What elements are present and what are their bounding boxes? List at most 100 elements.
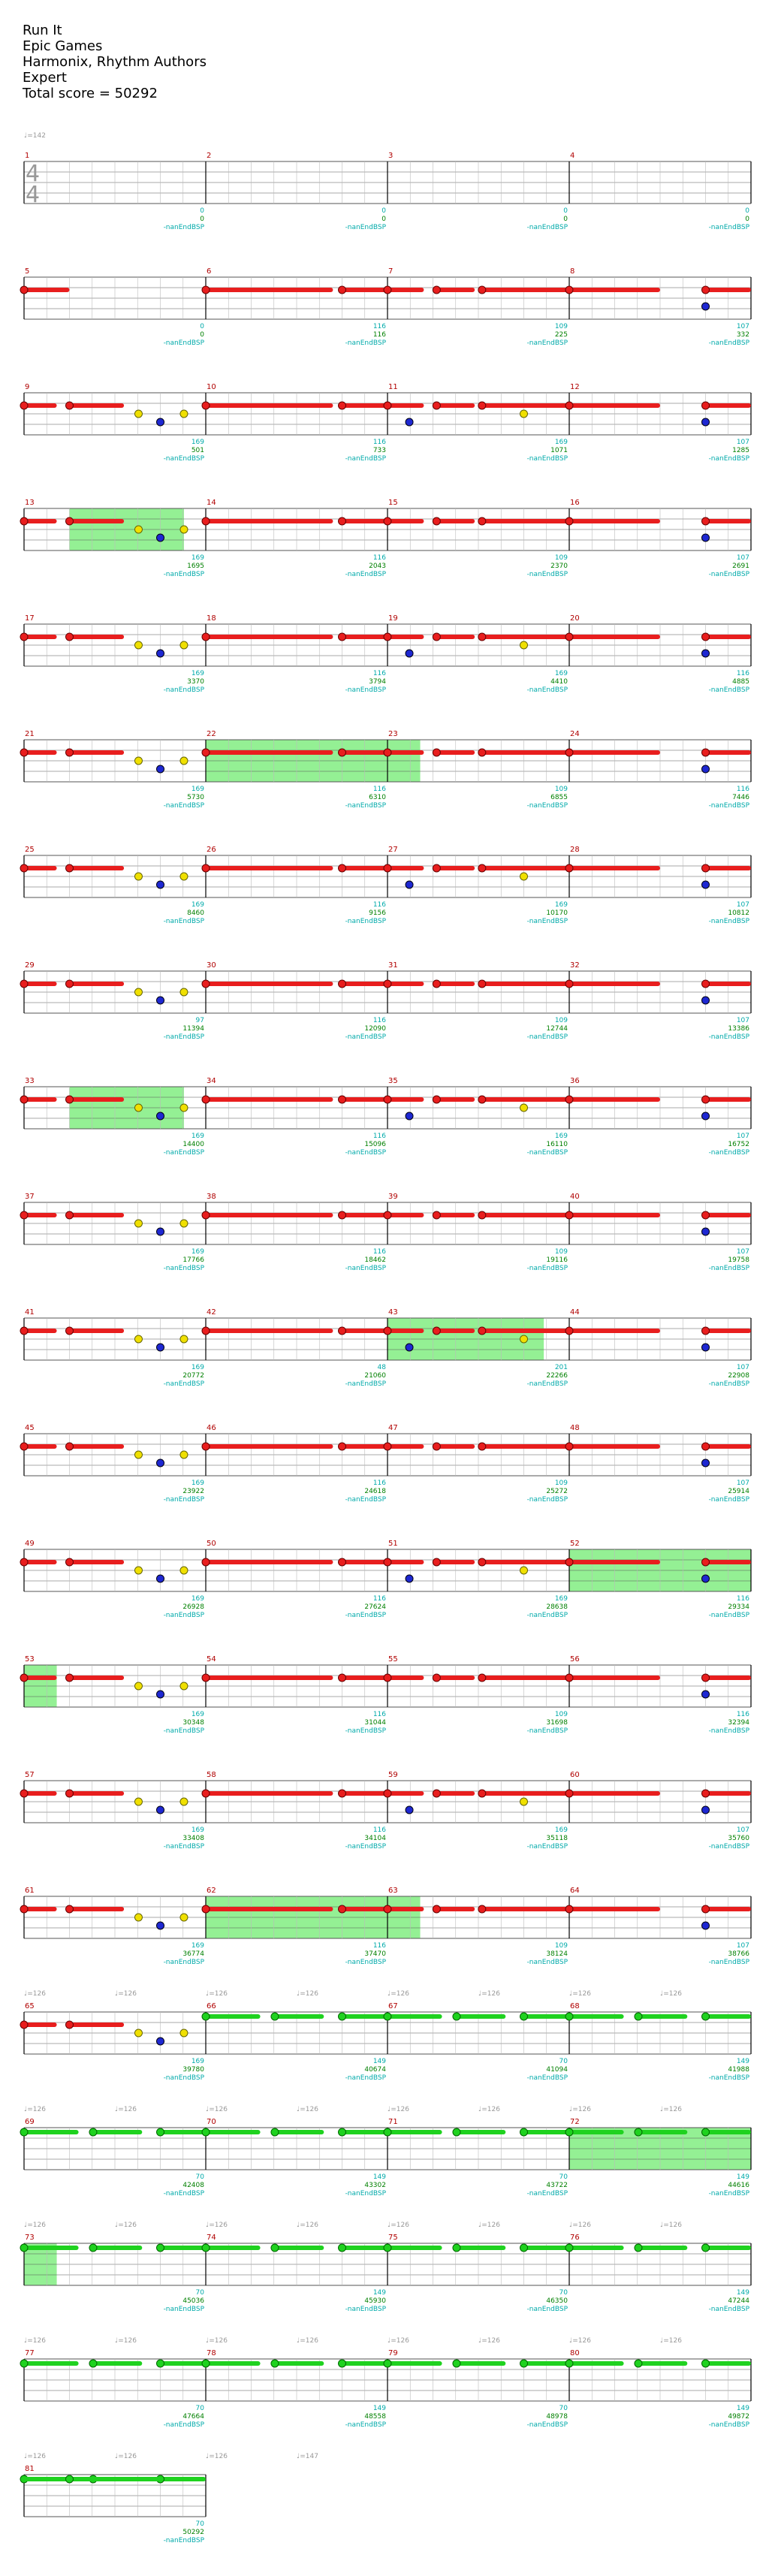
note-gem xyxy=(134,1797,143,1806)
cumulative-score: 41988 xyxy=(728,2066,749,2074)
note-gem xyxy=(179,2029,188,2038)
measure-number: 21 xyxy=(25,730,35,738)
cumulative-score: 37470 xyxy=(364,1950,386,1958)
note-gem xyxy=(634,2012,643,2021)
sustain-bar xyxy=(206,1444,333,1449)
note-gem xyxy=(338,1095,346,1104)
sustain-bar xyxy=(206,519,333,523)
measure-bonus: 169 xyxy=(555,439,568,446)
sustain-bar xyxy=(481,1907,569,1911)
note-gem xyxy=(478,1789,487,1798)
sustain-bar xyxy=(388,288,424,292)
note-gem xyxy=(20,517,29,526)
note-gem xyxy=(701,1343,710,1352)
tempo-marking: ♩=126 xyxy=(206,1990,228,1998)
note-gem xyxy=(179,409,188,418)
note-gem xyxy=(20,979,29,988)
cumulative-score: 42408 xyxy=(182,2182,204,2189)
sp-label: -nanEndBSP xyxy=(709,339,750,347)
sp-label: -nanEndBSP xyxy=(164,686,205,694)
note-gem xyxy=(156,1227,164,1236)
note-gem xyxy=(179,1335,188,1344)
note-gem xyxy=(201,2359,210,2368)
sustain-bar xyxy=(569,866,660,870)
cumulative-score: 12090 xyxy=(364,1025,386,1033)
measure-number: 26 xyxy=(207,846,216,854)
sustain-bar xyxy=(523,2014,569,2019)
sp-label: -nanEndBSP xyxy=(527,1496,568,1504)
song-charter: Harmonix, Rhythm Authors xyxy=(23,54,207,70)
note-gem xyxy=(156,1574,164,1583)
cumulative-score: 4410 xyxy=(550,678,568,686)
note-gem xyxy=(65,1326,74,1335)
sustain-bar xyxy=(206,1560,333,1564)
sp-label: -nanEndBSP xyxy=(709,1496,750,1504)
cumulative-score: 1695 xyxy=(187,563,204,570)
note-gem xyxy=(65,1211,74,1220)
cumulative-score: 26928 xyxy=(182,1603,204,1611)
cumulative-score: 47244 xyxy=(728,2297,749,2305)
measure-bonus: 169 xyxy=(191,1826,204,1834)
tempo-marking: ♩=126 xyxy=(388,2337,409,2345)
note-gem xyxy=(156,2359,164,2368)
sustain-bar xyxy=(638,2246,688,2250)
sustain-bar xyxy=(638,2014,688,2019)
note-gem xyxy=(701,302,710,311)
note-gem xyxy=(701,765,710,774)
note-gem xyxy=(65,748,74,757)
sp-label: -nanEndBSP xyxy=(527,224,568,231)
cumulative-score: 2691 xyxy=(732,563,749,570)
sp-label: -nanEndBSP xyxy=(527,1033,568,1041)
sustain-bar xyxy=(705,2246,751,2250)
note-gem xyxy=(565,1095,574,1104)
sustain-bar xyxy=(705,288,751,292)
measure-number: 12 xyxy=(570,383,580,391)
measure-bonus: 109 xyxy=(555,1017,568,1024)
sustain-bar xyxy=(388,982,424,986)
note-gem xyxy=(701,1673,710,1682)
sustain-bar xyxy=(569,1213,660,1217)
measure-number: 73 xyxy=(25,2234,35,2242)
measure-bonus: 0 xyxy=(563,207,568,215)
sustain-bar xyxy=(69,1329,125,1333)
note-gem xyxy=(432,517,441,526)
note-gem xyxy=(701,533,710,542)
note-gem xyxy=(432,1789,441,1798)
measure-number: 70 xyxy=(207,2118,216,2126)
measure-number: 72 xyxy=(570,2118,580,2126)
note-gem xyxy=(201,2243,210,2252)
note-gem xyxy=(179,1103,188,1112)
note-gem xyxy=(20,1905,29,1914)
measure-bonus: 169 xyxy=(555,901,568,909)
measure-number: 76 xyxy=(570,2234,580,2242)
sustain-bar xyxy=(24,635,57,639)
sp-label: -nanEndBSP xyxy=(345,1727,387,1735)
measure-number: 37 xyxy=(25,1193,35,1201)
cumulative-score: 5730 xyxy=(187,794,204,801)
note-gem xyxy=(20,2020,29,2029)
note-gem xyxy=(65,1673,74,1682)
measure-bonus: 169 xyxy=(191,901,204,909)
sustain-bar xyxy=(24,750,57,755)
note-gem xyxy=(565,2012,574,2021)
sustain-bar xyxy=(481,1213,569,1217)
sp-label: -nanEndBSP xyxy=(345,571,387,578)
sustain-bar xyxy=(342,1213,388,1217)
measure-bonus: 107 xyxy=(737,1133,749,1140)
note-gem xyxy=(405,1112,414,1121)
sustain-bar xyxy=(436,519,475,523)
sustain-bar xyxy=(436,1097,475,1102)
sustain-bar xyxy=(388,1329,424,1333)
note-gem xyxy=(383,401,392,410)
sustain-bar xyxy=(456,2014,506,2019)
sp-label: -nanEndBSP xyxy=(709,1380,750,1388)
note-gem xyxy=(20,1211,29,1220)
measure-number: 17 xyxy=(25,614,35,623)
note-gem xyxy=(156,2037,164,2046)
measure-bonus: 109 xyxy=(555,1711,568,1718)
note-gem xyxy=(134,988,143,997)
measure-bonus: 116 xyxy=(373,439,386,446)
sustain-bar xyxy=(206,2014,261,2019)
sustain-bar xyxy=(569,1560,660,1564)
note-gem xyxy=(432,1442,441,1451)
